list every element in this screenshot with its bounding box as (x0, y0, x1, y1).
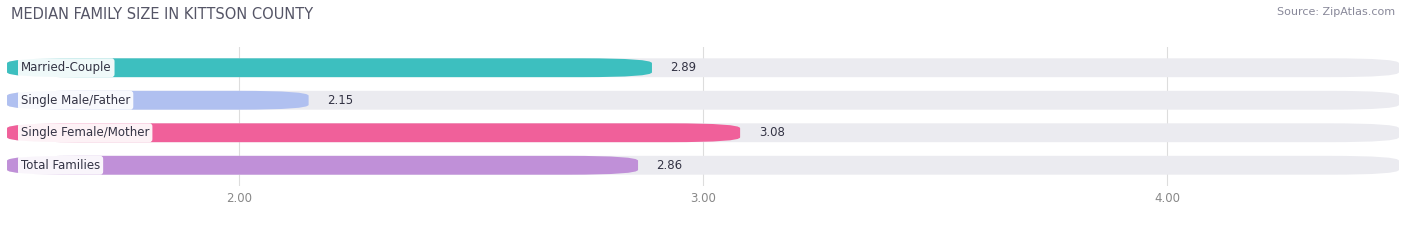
Text: 3.08: 3.08 (759, 126, 785, 139)
FancyBboxPatch shape (7, 156, 1399, 175)
Text: Single Male/Father: Single Male/Father (21, 94, 131, 107)
Text: 2.86: 2.86 (657, 159, 683, 172)
FancyBboxPatch shape (7, 123, 1399, 142)
FancyBboxPatch shape (7, 91, 308, 110)
Text: 2.89: 2.89 (671, 61, 696, 74)
Text: Source: ZipAtlas.com: Source: ZipAtlas.com (1277, 7, 1395, 17)
FancyBboxPatch shape (7, 58, 1399, 77)
Text: Total Families: Total Families (21, 159, 100, 172)
Text: Single Female/Mother: Single Female/Mother (21, 126, 149, 139)
FancyBboxPatch shape (7, 91, 1399, 110)
FancyBboxPatch shape (7, 123, 740, 142)
FancyBboxPatch shape (7, 58, 652, 77)
FancyBboxPatch shape (7, 156, 638, 175)
Text: Married-Couple: Married-Couple (21, 61, 111, 74)
Text: 2.15: 2.15 (328, 94, 353, 107)
Text: MEDIAN FAMILY SIZE IN KITTSON COUNTY: MEDIAN FAMILY SIZE IN KITTSON COUNTY (11, 7, 314, 22)
